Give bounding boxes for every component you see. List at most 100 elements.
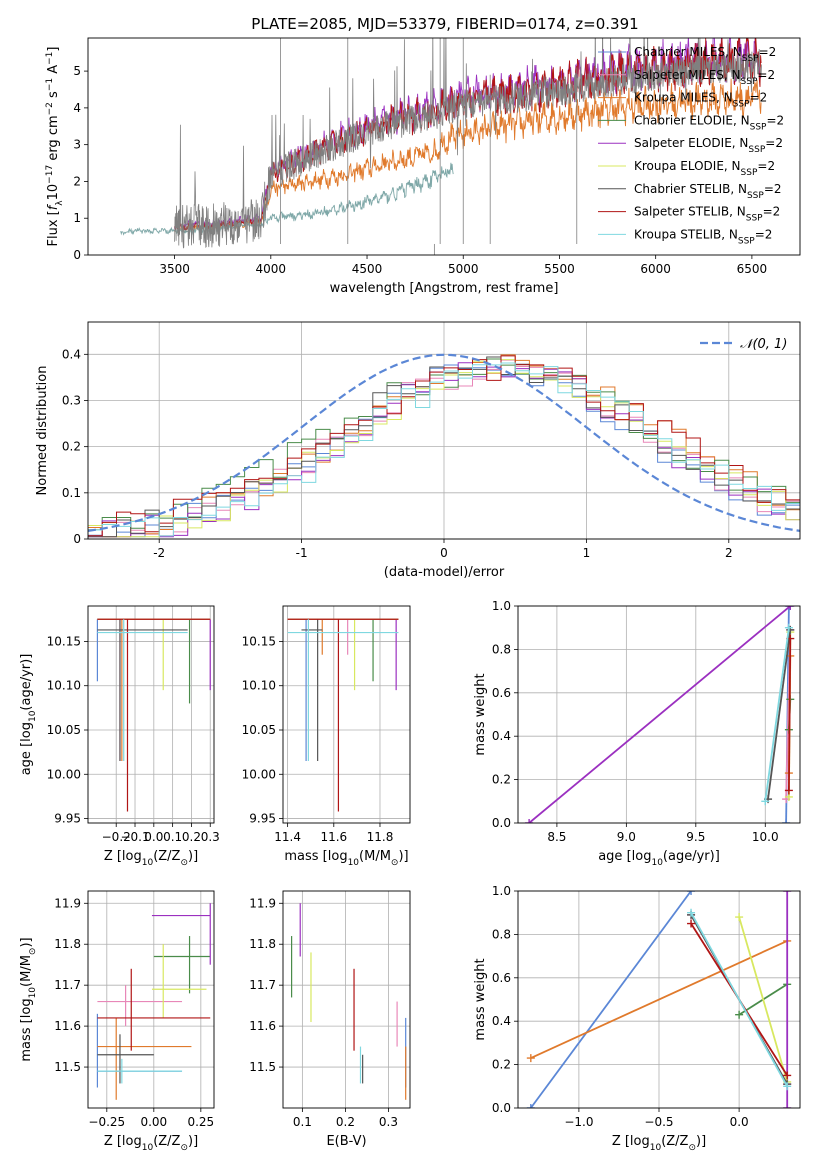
x-axis-label: (data-model)/error xyxy=(384,565,505,580)
y-tick-label: 10.10 xyxy=(47,679,81,693)
weight-line xyxy=(767,629,792,800)
weight-line xyxy=(738,916,789,1083)
y-tick-label: 9.95 xyxy=(249,812,276,826)
y-tick-label: 10.05 xyxy=(242,723,276,737)
x-tick-label: −0.1 xyxy=(120,830,149,844)
axes-frame xyxy=(282,890,411,1109)
y-tick-label: 2 xyxy=(73,174,81,188)
weight-marker xyxy=(687,891,696,895)
y-tick-label: 0.8 xyxy=(492,642,511,656)
y-tick-label: 0.0 xyxy=(492,816,511,830)
y-tick-label: 10.15 xyxy=(47,634,81,648)
y-tick-label: 0.4 xyxy=(62,347,81,361)
weight-marker xyxy=(526,1054,535,1063)
x-tick-label: -2 xyxy=(153,546,165,560)
x-tick-label: 0.1 xyxy=(163,830,182,844)
y-tick-label: 10.15 xyxy=(242,634,276,648)
x-tick-label: 11.4 xyxy=(274,830,301,844)
weight-marker xyxy=(526,1104,535,1108)
legend: 𝒩(0, 1) xyxy=(700,337,787,352)
y-tick-label: 11.5 xyxy=(249,1060,276,1074)
x-tick-label: 4000 xyxy=(256,262,287,276)
axes-frame xyxy=(87,321,801,540)
weight-line xyxy=(788,638,792,791)
x-tick-label: 11.6 xyxy=(320,830,347,844)
residual-histogram xyxy=(88,359,800,538)
legend-entry: Kroupa ELODIE, NSSP=2 xyxy=(634,159,775,178)
x-tick-label: 9.5 xyxy=(686,830,705,844)
y-tick-label: 3 xyxy=(73,138,81,152)
x-tick-label: 0.1 xyxy=(293,1115,312,1129)
observed-spectrum xyxy=(174,38,762,249)
y-tick-label: 11.9 xyxy=(54,896,81,910)
y-tick-label: 9.95 xyxy=(54,812,81,826)
y-axis-label: Flux [fλ10−17 erg cm−2 s−1 A−1] xyxy=(45,47,65,247)
panel-mass_vs_Z: −0.25 0.00 0.25 11.5 11.6 11.7 11.8 11.9 Z [log1… xyxy=(19,890,215,1153)
x-tick-label: −0.5 xyxy=(644,1115,673,1129)
y-tick-label: 0.1 xyxy=(62,486,81,500)
weight-marker xyxy=(687,919,696,928)
weight-marker xyxy=(782,819,791,823)
weight-marker xyxy=(735,913,744,922)
legend: Chabrier MILES, NSSP=2 Salpeter MILES, NS… xyxy=(598,45,784,246)
x-axis-label: wavelength [Angstrom, rest frame] xyxy=(330,281,559,296)
legend-entry: Kroupa STELIB, NSSP=2 xyxy=(634,227,772,246)
legend-entry: Salpeter ELODIE, NSSP=2 xyxy=(634,136,783,155)
x-tick-label: 0.3 xyxy=(379,1115,398,1129)
y-tick-label: 11.6 xyxy=(54,1019,81,1033)
x-tick-label: 0.2 xyxy=(182,830,201,844)
axes-frame xyxy=(87,890,215,1109)
y-axis-label: mass weight xyxy=(473,958,488,1040)
y-tick-label: 0.3 xyxy=(62,393,81,407)
x-tick-label: 0.0 xyxy=(144,830,163,844)
panel-age_vs_Z: −0.2−0.10.0 0.1 0.2 0.3 9.95 10.00 10.05 10.10 1… xyxy=(19,605,220,868)
panel-weight_vs_Z: −1.0 −0.5 0.0 0.0 0.2 0.4 0.6 0.8 1.0 Z [log10(Z/… xyxy=(473,884,801,1153)
weight-marker xyxy=(735,1010,744,1019)
x-tick-label: 9.0 xyxy=(617,830,636,844)
y-tick-label: 0 xyxy=(73,248,81,262)
x-tick-label: 11.8 xyxy=(367,830,394,844)
x-tick-label: 4500 xyxy=(352,262,383,276)
legend-entry: Kroupa MILES, NSSP=2 xyxy=(634,91,767,110)
plot-area xyxy=(120,38,762,255)
x-axis-label: Z [log10(Z/Z⊙)] xyxy=(104,849,198,868)
y-tick-label: 0.4 xyxy=(492,729,511,743)
legend-entry: Chabrier STELIB, NSSP=2 xyxy=(634,182,782,201)
y-tick-label: 11.8 xyxy=(249,937,276,951)
axes-frame xyxy=(282,605,411,824)
gaussian-curve xyxy=(88,353,800,532)
legend-entry: Chabrier MILES, NSSP=2 xyxy=(634,45,776,64)
axes-frame xyxy=(87,605,215,824)
y-axis-label: mass weight xyxy=(473,673,488,755)
panel-residuals: -2 -1 0 1 2 0 0.1 0.2 0.3 0.4 (data-model)/error No… xyxy=(35,321,801,580)
axes-frame xyxy=(517,890,801,1109)
legend-entry: 𝒩(0, 1) xyxy=(740,337,787,352)
weight-marker xyxy=(761,797,770,806)
x-tick-label: 0.25 xyxy=(187,1115,214,1129)
y-tick-label: 10.05 xyxy=(47,723,81,737)
x-axis-label: Z [log10(Z/Z⊙)] xyxy=(104,1134,198,1153)
weight-marker xyxy=(783,1104,792,1108)
y-axis-label: age [log10(age/yr)] xyxy=(19,654,38,776)
legend-entry: Salpeter STELIB, NSSP=2 xyxy=(634,205,780,224)
x-axis-label: age [log10(age/yr)] xyxy=(598,849,720,868)
x-tick-label: −0.25 xyxy=(88,1115,125,1129)
y-tick-label: 1.0 xyxy=(492,884,511,898)
plot-area xyxy=(287,618,399,812)
x-tick-label: 0 xyxy=(440,546,448,560)
residual-histogram xyxy=(88,355,800,537)
x-tick-label: −0.2 xyxy=(102,830,131,844)
axes-frame xyxy=(87,37,801,256)
x-tick-label: 10.0 xyxy=(752,830,779,844)
x-tick-label: 2 xyxy=(725,546,733,560)
plot-area xyxy=(526,891,792,1108)
x-tick-label: -1 xyxy=(296,546,308,560)
x-tick-label: 5000 xyxy=(448,262,479,276)
y-tick-label: 11.5 xyxy=(54,1060,81,1074)
x-axis-label: mass [log10(M/M⊙)] xyxy=(284,849,408,868)
y-tick-label: 0.4 xyxy=(492,1014,511,1028)
x-tick-label: 0.0 xyxy=(730,1115,749,1129)
plot-area xyxy=(291,903,407,1100)
y-tick-label: 0 xyxy=(73,532,81,546)
